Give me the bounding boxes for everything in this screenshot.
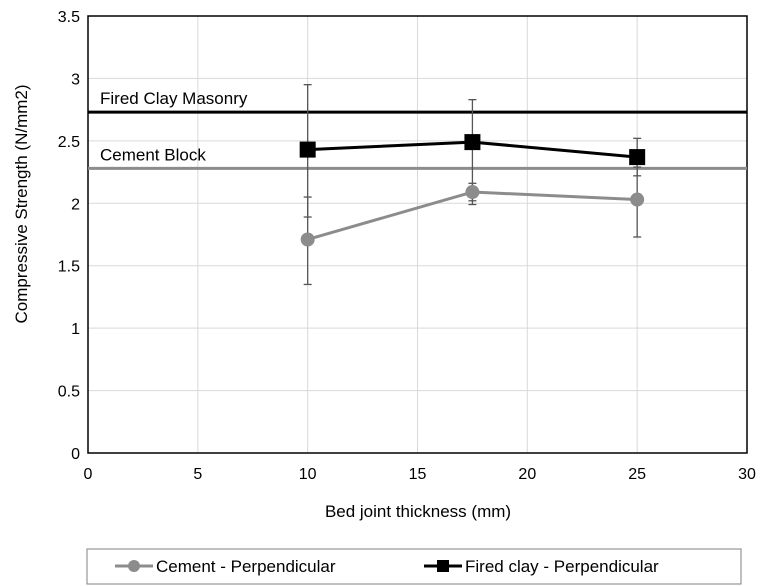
axes bbox=[87, 15, 748, 454]
data-point bbox=[299, 141, 316, 158]
x-tick-label: 20 bbox=[518, 466, 536, 483]
reference-line-label: Fired Clay Masonry bbox=[100, 89, 248, 108]
x-tick-label: 10 bbox=[299, 466, 317, 483]
legend-swatch-marker-cement bbox=[128, 560, 140, 572]
x-tick-label: 5 bbox=[193, 466, 202, 483]
y-tick-label: 3 bbox=[71, 71, 80, 88]
x-tick-label: 15 bbox=[409, 466, 427, 483]
legend-label-fired-clay: Fired clay - Perpendicular bbox=[465, 557, 659, 576]
data-point bbox=[629, 149, 646, 166]
y-tick-label: 1 bbox=[71, 321, 80, 338]
tick-labels: 0 5 10 15 20 25 30 0 0.5 1 1.5 2 2.5 3 3.5 bbox=[58, 9, 756, 483]
data-point bbox=[630, 192, 645, 207]
series-markers bbox=[299, 134, 646, 247]
reference-line-label: Cement Block bbox=[100, 145, 206, 164]
legend-swatch-marker-fired-clay bbox=[437, 560, 449, 572]
x-axis-title: Bed joint thickness (mm) bbox=[325, 502, 511, 521]
plot-area-border bbox=[87, 15, 748, 454]
data-point bbox=[300, 232, 315, 247]
legend-box bbox=[86, 548, 742, 585]
legend: Cement - Perpendicular Fired clay - Perp… bbox=[86, 548, 742, 585]
y-tick-label: 2.5 bbox=[58, 134, 80, 151]
data-point bbox=[465, 185, 480, 200]
x-tick-label: 0 bbox=[84, 466, 93, 483]
x-tick-label: 30 bbox=[738, 466, 756, 483]
y-tick-label: 3.5 bbox=[58, 9, 80, 26]
y-tick-label: 1.5 bbox=[58, 259, 80, 276]
y-tick-label: 2 bbox=[71, 196, 80, 213]
legend-label-cement: Cement - Perpendicular bbox=[156, 557, 336, 576]
y-tick-label: 0.5 bbox=[58, 384, 80, 401]
y-axis-title: Compressive Strength (N/mm2) bbox=[12, 84, 31, 323]
y-tick-label: 0 bbox=[71, 446, 80, 463]
data-point bbox=[464, 134, 481, 151]
x-tick-label: 25 bbox=[628, 466, 646, 483]
